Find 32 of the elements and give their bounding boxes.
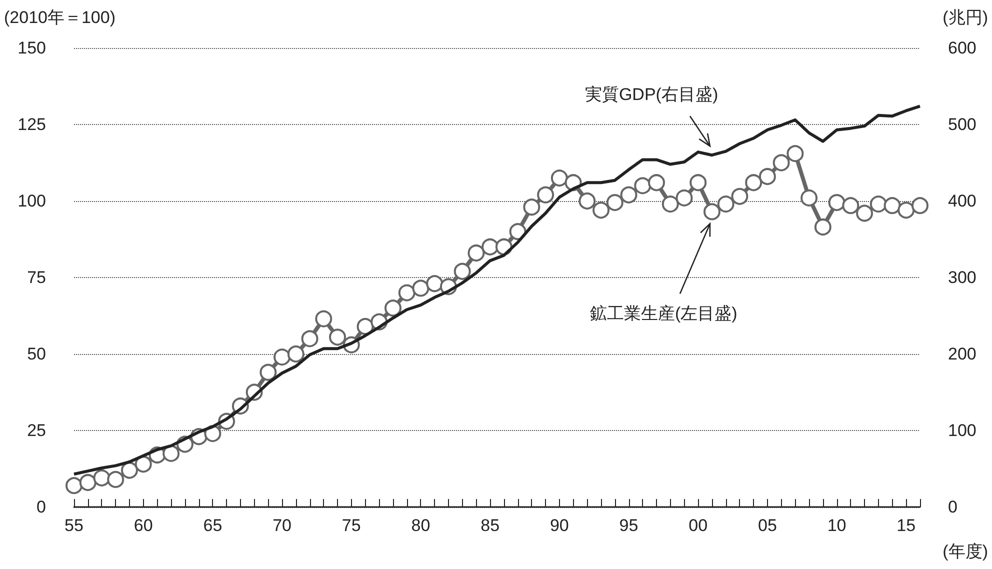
text: 実質GDP(右目盛) — [584, 84, 718, 106]
y-tick-label: 150 — [18, 38, 46, 58]
x-tick-label: 95 — [619, 516, 638, 535]
x-tick-label: 90 — [550, 516, 569, 535]
y2-tick-label: 500 — [948, 115, 976, 134]
x-tick-label: 10 — [827, 516, 846, 535]
x-tick-label: 05 — [758, 516, 777, 535]
y-tick-label: 125 — [18, 115, 46, 134]
y-tick-label: 0 — [36, 498, 46, 516]
y2-tick-label: 0 — [948, 498, 958, 516]
y-tick-label: 100 — [18, 192, 46, 210]
y-tick-label: 25 — [27, 421, 46, 440]
y-axis-title: (2010年＝100) — [4, 7, 116, 29]
x-tick-label: 60 — [134, 516, 153, 535]
x-axis-title: (年度) — [942, 541, 988, 563]
y2-axis-title: (兆円) — [942, 7, 988, 29]
x-tick-label: 70 — [272, 516, 292, 535]
y2-tick-label: 400 — [948, 192, 976, 210]
y-tick-label: 75 — [27, 268, 46, 287]
x-tick-label: 00 — [688, 516, 708, 535]
x-tick-label: 85 — [480, 516, 500, 535]
x-tick-label: 75 — [342, 516, 361, 535]
text: 鉱工業生産(左目盛) — [590, 302, 738, 325]
y2-tick-label: 600 — [948, 38, 976, 58]
x-tick-label: 80 — [411, 516, 430, 535]
x-tick-label: 65 — [203, 516, 222, 535]
y2-tick-label: 100 — [948, 421, 976, 440]
y2-tick-label: 200 — [948, 344, 976, 364]
y-tick-label: 50 — [27, 344, 46, 364]
x-tick-label: 55 — [64, 516, 84, 535]
y2-tick-label: 300 — [948, 268, 976, 287]
x-tick-label: 15 — [896, 516, 916, 535]
